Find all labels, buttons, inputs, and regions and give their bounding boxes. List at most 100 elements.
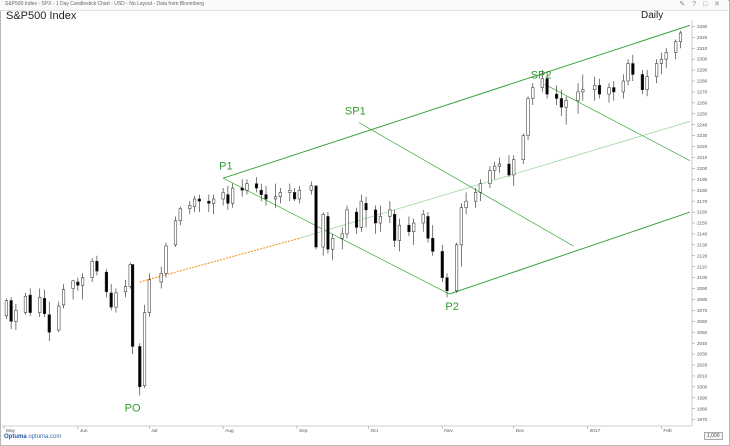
candle-body [240,187,244,191]
candle-body [364,203,368,211]
y-tick-label: 2270 [697,90,708,95]
candle-body [359,200,363,228]
candle-body [288,189,292,193]
candle-body [9,300,13,322]
y-tick-label: 1990 [697,395,708,400]
candle-body [354,211,359,228]
y-tick-label: 2160 [697,210,708,215]
candle-body [393,214,397,241]
candle-body [612,87,616,93]
candle-body [273,196,278,200]
upper-tine-line [222,24,691,179]
y-tick-label: 2020 [697,363,708,368]
y-tick-label: 2190 [697,177,708,182]
candle-body [664,52,668,60]
pivot-label: P1 [219,160,232,172]
candle-body [531,87,535,99]
candle-body [478,183,482,193]
candle-body [221,192,225,200]
logo-brand: Optuma [4,434,27,440]
candle-body [164,245,168,274]
candle-body [397,224,401,241]
candle-body [631,63,635,75]
candle-body [90,260,94,278]
median-line [299,121,691,239]
candle-body [212,198,216,204]
candle-body [545,78,549,95]
y-tick-label: 2220 [697,144,708,149]
candle-body [245,183,249,191]
candle-body [131,264,135,347]
candle-body [421,214,425,224]
logo-site: optuma.com [28,434,62,440]
y-tick-label: 2050 [697,330,708,335]
y-tick-label: 2280 [697,79,708,84]
candle-body [226,194,230,204]
candle-body [464,200,468,208]
candle-body [28,294,32,313]
candle-body [581,89,585,93]
candle-body [173,220,178,246]
y-tick-label: 2230 [697,133,708,138]
candle-body [76,281,80,286]
candle-body [540,78,544,88]
sliding-parallel-line [358,122,574,247]
y-tick-label: 2130 [697,242,708,247]
candle-body [326,216,330,250]
candles-group [4,30,683,396]
close-icon[interactable]: ✕ [714,1,720,8]
candle-body [4,300,8,317]
candle-body [645,76,649,90]
x-tick-label: Feb [663,428,672,434]
candle-body [512,159,516,176]
candle-body [42,298,47,314]
y-tick-label: 2180 [697,188,708,193]
candle-body [123,286,128,293]
candle-body [109,292,113,308]
x-tick-label: Sep [299,428,308,434]
candle-body [147,279,151,313]
candle-body [188,205,192,210]
zoom-box[interactable]: 1,000 [704,432,723,440]
pencil-icon[interactable]: ✎ [679,1,686,8]
candle-body [104,271,108,293]
candle-body [426,216,430,239]
pivot-label: PO [125,403,141,415]
candle-body [207,200,211,204]
candle-body [321,214,325,248]
candle-body [621,80,625,93]
sliding-parallel-line [222,177,450,295]
candle-body [488,170,492,184]
y-tick-label: 2120 [697,253,708,258]
annotations-group: P1 SP1 SP2 PO P2 [125,69,552,414]
x-tick-label: Aug [225,428,234,434]
candle-body [61,289,66,306]
candle-body [445,277,449,291]
maximize-icon[interactable]: □ [702,1,708,8]
candle-body [374,209,378,224]
y-tick-label: 2090 [697,286,708,291]
candle-body [497,163,501,167]
chart-title: S&P500 Index [6,10,77,22]
candle-body [607,87,611,95]
median-dashed-line [139,237,300,283]
candle-body [474,192,478,202]
candle-body [576,91,580,101]
y-tick-label: 2040 [697,341,708,346]
candle-body [14,310,18,322]
y-tick-label: 2210 [697,155,708,160]
candle-body [159,273,163,283]
x-tick-label: Nov [444,428,453,434]
candle-body [95,260,99,272]
candle-body [259,189,263,195]
timeframe-label[interactable]: Daily [641,10,664,21]
candle-body [178,208,182,222]
candle-body [254,183,259,189]
y-tick-label: 2200 [697,166,708,171]
candle-body [407,224,411,232]
question-icon[interactable]: ? [692,1,696,8]
candle-body [38,297,42,313]
candle-body [507,163,511,176]
